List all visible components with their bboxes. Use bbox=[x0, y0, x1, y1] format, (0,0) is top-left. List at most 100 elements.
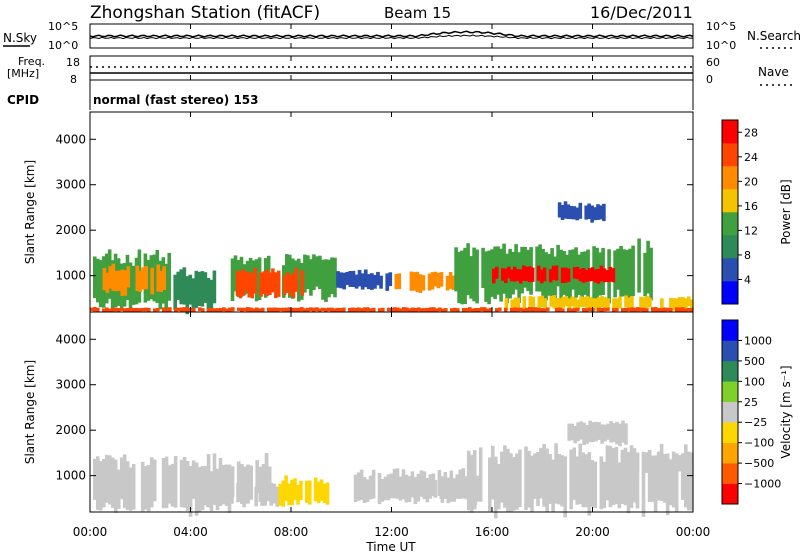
velocity-cell bbox=[635, 452, 640, 509]
power-cell bbox=[606, 298, 610, 310]
power-cell bbox=[376, 271, 380, 286]
velocity-cell bbox=[242, 486, 246, 508]
velocity-cell bbox=[624, 423, 628, 445]
power-cell bbox=[144, 266, 148, 290]
power-cell bbox=[596, 204, 600, 220]
velocity-cell bbox=[569, 449, 573, 510]
power-cell bbox=[277, 270, 281, 297]
power-cell bbox=[597, 296, 601, 309]
power-cell bbox=[602, 268, 607, 283]
power-cell bbox=[213, 308, 217, 312]
power-cell bbox=[418, 274, 423, 293]
power-cell bbox=[521, 265, 526, 281]
power-cell bbox=[487, 250, 491, 305]
velocity-cell bbox=[621, 420, 625, 443]
power-cell bbox=[594, 298, 598, 311]
power-cell bbox=[524, 266, 529, 282]
time-axis: 00:00 04:00 08:00 12:00 16:00 20:00 00:00 bbox=[73, 24, 711, 539]
velocity-cell bbox=[466, 450, 471, 511]
power-cell bbox=[108, 308, 112, 312]
velocity-cell bbox=[149, 457, 154, 508]
velocity-cell bbox=[206, 454, 211, 504]
power-cell bbox=[197, 271, 202, 306]
freq-label-1: Freq. bbox=[18, 55, 45, 68]
velocity-cell bbox=[503, 445, 507, 508]
velocity-cell bbox=[600, 424, 604, 444]
velocity-cell bbox=[545, 448, 549, 512]
velocity-cell bbox=[293, 478, 297, 500]
power-cell bbox=[578, 202, 583, 219]
velocity-cell bbox=[632, 448, 637, 503]
power-cell bbox=[543, 308, 547, 312]
power-cell bbox=[603, 297, 607, 310]
power-cell bbox=[675, 298, 679, 309]
power-cell bbox=[563, 201, 568, 219]
power-cell bbox=[153, 308, 157, 312]
power-cell bbox=[192, 308, 196, 313]
power-cell bbox=[525, 307, 529, 312]
power-cell bbox=[191, 278, 196, 310]
velocity-cell bbox=[551, 459, 555, 513]
power-cell bbox=[566, 268, 571, 282]
velocity-cell bbox=[386, 474, 391, 501]
time-tick-label: 04:00 bbox=[173, 525, 208, 539]
velocity-cell bbox=[105, 454, 109, 503]
velocity-cell bbox=[690, 460, 694, 511]
velocity-cell bbox=[626, 460, 631, 514]
power-cell bbox=[584, 269, 589, 282]
power-cell bbox=[212, 270, 217, 304]
power-cell bbox=[385, 273, 390, 291]
power-cell bbox=[141, 267, 145, 290]
power-cell bbox=[582, 308, 586, 312]
power-cell bbox=[469, 256, 473, 299]
power-cell bbox=[210, 307, 214, 312]
power-cell bbox=[162, 307, 166, 312]
power-cell bbox=[618, 296, 622, 309]
power-cell bbox=[174, 308, 178, 312]
power-cbar-swatch bbox=[722, 258, 738, 282]
velocity-cbar-swatch bbox=[722, 320, 738, 341]
power-cell bbox=[285, 307, 289, 312]
power-cell bbox=[387, 307, 391, 312]
velocity-cell bbox=[218, 486, 222, 506]
velocity-cell bbox=[518, 449, 522, 508]
power-cell bbox=[168, 307, 172, 312]
power-cell bbox=[90, 307, 94, 311]
power-cell bbox=[357, 307, 361, 312]
power-cell bbox=[209, 279, 214, 310]
power-cell bbox=[370, 273, 374, 290]
velocity-cell bbox=[167, 465, 172, 504]
velocity-cell bbox=[188, 466, 193, 517]
velocity-cell bbox=[674, 455, 679, 512]
power-cell bbox=[261, 307, 265, 312]
power-cell bbox=[454, 247, 458, 292]
power-cell bbox=[669, 297, 673, 312]
power-cell bbox=[315, 307, 319, 312]
cpid-label: CPID bbox=[7, 93, 39, 107]
velocity-cell bbox=[419, 470, 424, 497]
power-cell bbox=[255, 307, 259, 312]
power-cell bbox=[516, 297, 521, 311]
velocity-cell bbox=[554, 443, 558, 504]
power-cell bbox=[372, 307, 376, 312]
time-tick-label: 00:00 bbox=[676, 525, 711, 539]
velocity-cell bbox=[458, 469, 463, 499]
power-cbar-swatch bbox=[722, 189, 738, 213]
velocity-cell bbox=[591, 422, 595, 443]
velocity-cell bbox=[620, 449, 625, 504]
power-cell bbox=[156, 307, 160, 312]
power-cell bbox=[369, 308, 373, 312]
velocity-cell bbox=[578, 443, 582, 505]
noise-tick-right-high: 10^5 bbox=[706, 20, 736, 33]
power-cell bbox=[146, 259, 151, 301]
velocity-cell bbox=[449, 470, 454, 502]
power-cell bbox=[216, 308, 220, 313]
velocity-cell bbox=[108, 455, 112, 505]
power-cell bbox=[444, 308, 448, 312]
power-cell bbox=[138, 270, 143, 292]
noise-sky-label: N.Sky bbox=[3, 31, 37, 45]
velocity-cell bbox=[567, 423, 571, 441]
velocity-cell bbox=[281, 480, 285, 507]
freq-label-2: [MHz] bbox=[7, 67, 39, 80]
velocity-cell bbox=[614, 446, 619, 504]
